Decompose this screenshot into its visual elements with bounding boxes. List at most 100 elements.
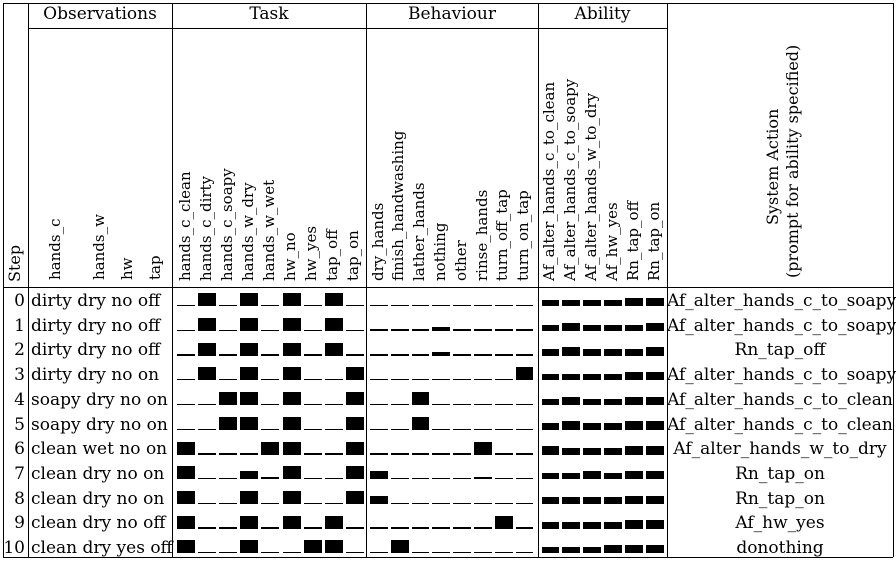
rule <box>3 557 893 558</box>
behaviour-mark <box>370 527 388 529</box>
task-mark <box>198 403 217 406</box>
observation-values: clean wet no on <box>31 439 168 460</box>
task-mark <box>282 515 301 529</box>
behaviour-mark <box>515 453 534 455</box>
behaviour-mark <box>474 502 492 504</box>
task-mark <box>177 490 196 504</box>
observation-values: clean dry yes off <box>31 538 173 558</box>
task-mark <box>240 515 259 529</box>
ability-mark <box>625 324 643 332</box>
behaviour-mark <box>390 379 409 381</box>
col-hw_yes: hw_yes <box>302 225 321 281</box>
behaviour-mark <box>515 353 534 356</box>
step-header: Step <box>5 244 24 282</box>
task-mark <box>261 527 280 529</box>
col-Af_alter_hands_c_to_clean: Af_alter_hands_c_to_clean <box>540 81 558 281</box>
col-tap_on: tap_on <box>344 230 363 281</box>
ability-mark <box>625 349 643 356</box>
task-mark <box>198 318 217 332</box>
behaviour-mark <box>474 441 492 455</box>
behaviour-mark <box>390 353 409 356</box>
behaviour-mark <box>390 527 409 529</box>
behaviour-mark <box>494 353 513 356</box>
col-Rn_tap_on: Rn_tap_on <box>644 201 663 281</box>
task-mark <box>303 403 322 406</box>
behaviour-mark <box>432 527 451 529</box>
behaviour-mark <box>474 428 492 430</box>
behaviour-mark <box>494 403 513 406</box>
system-action: Af_alter_hands_c_to_soapy <box>667 315 896 336</box>
rule <box>3 3 893 4</box>
ability-mark <box>625 520 643 529</box>
task-mark <box>240 453 259 455</box>
behaviour-mark <box>411 353 430 356</box>
behaviour-mark <box>515 305 534 307</box>
step-number: 1 <box>14 315 25 336</box>
task-mark <box>198 367 217 381</box>
task-mark <box>324 540 343 554</box>
behaviour-mark <box>370 305 388 307</box>
step-number: 5 <box>14 414 25 435</box>
behaviour-mark <box>453 379 471 381</box>
col-rinse_hands: rinse_hands <box>472 189 491 281</box>
ability-mark <box>646 421 664 430</box>
behaviour-mark <box>390 540 409 554</box>
step-number: 9 <box>14 513 25 534</box>
system-action-note: (prompt for ability specified) <box>783 44 802 278</box>
behaviour-mark <box>494 552 513 554</box>
task-mark <box>261 329 280 332</box>
task-mark <box>198 527 217 529</box>
ability-mark <box>583 349 602 356</box>
behaviour-mark <box>515 329 534 332</box>
ability-mark <box>541 349 560 356</box>
step-number: 2 <box>14 340 25 361</box>
ability-mark <box>562 421 581 430</box>
task-mark <box>345 527 364 529</box>
task-mark <box>198 342 217 356</box>
behaviour-mark <box>390 329 409 332</box>
ability-mark <box>562 299 581 307</box>
behaviour-mark <box>370 428 388 430</box>
ability-mark <box>646 322 664 332</box>
task-mark <box>261 428 280 430</box>
behaviour-mark <box>370 379 388 381</box>
behaviour-mark <box>453 477 471 480</box>
behaviour-mark <box>453 527 471 529</box>
behaviour-mark <box>411 502 430 504</box>
task-mark <box>240 540 259 554</box>
task-mark <box>261 502 280 504</box>
step-number: 4 <box>14 389 25 410</box>
ability-mark <box>562 472 581 480</box>
rule <box>366 3 367 557</box>
ability-mark <box>646 347 664 356</box>
ability-mark <box>625 372 643 381</box>
system-action: Af_alter_hands_c_to_clean <box>667 389 893 410</box>
behaviour-mark <box>411 477 430 480</box>
task-mark <box>177 466 196 480</box>
behaviour-mark <box>515 527 534 529</box>
rule <box>172 3 173 557</box>
task-mark <box>261 354 280 356</box>
task-mark <box>219 392 238 406</box>
task-mark <box>219 329 238 332</box>
system-action: Af_hw_yes <box>735 513 825 534</box>
task-mark <box>324 477 343 480</box>
behaviour-mark <box>453 403 471 406</box>
ability-mark <box>604 398 623 406</box>
ability-mark <box>604 448 623 455</box>
observation-values: clean dry no on <box>31 463 165 484</box>
task-mark <box>219 552 238 554</box>
behaviour-mark <box>432 305 451 307</box>
task-mark <box>198 502 217 504</box>
col-turn_off_tap: turn_off_tap <box>493 189 512 281</box>
task-mark <box>261 379 280 381</box>
task-mark <box>261 552 280 554</box>
ability-mark <box>604 349 623 356</box>
task-mark <box>345 329 364 332</box>
behaviour-mark <box>370 471 388 480</box>
ability-mark <box>583 448 602 455</box>
behaviour-mark <box>494 515 513 529</box>
observation-values: clean dry no on <box>31 488 165 509</box>
task-mark <box>219 416 238 430</box>
